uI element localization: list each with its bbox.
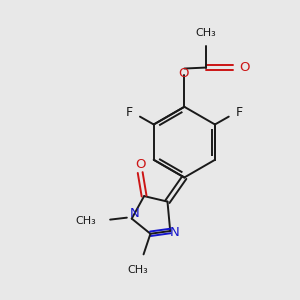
Text: O: O — [135, 158, 146, 171]
Text: N: N — [169, 226, 179, 239]
Text: O: O — [239, 61, 250, 74]
Text: N: N — [130, 207, 140, 220]
Text: CH₃: CH₃ — [127, 265, 148, 275]
Text: F: F — [236, 106, 243, 119]
Text: CH₃: CH₃ — [76, 216, 96, 226]
Text: CH₃: CH₃ — [196, 28, 216, 38]
Text: F: F — [126, 106, 133, 119]
Text: O: O — [178, 67, 189, 80]
